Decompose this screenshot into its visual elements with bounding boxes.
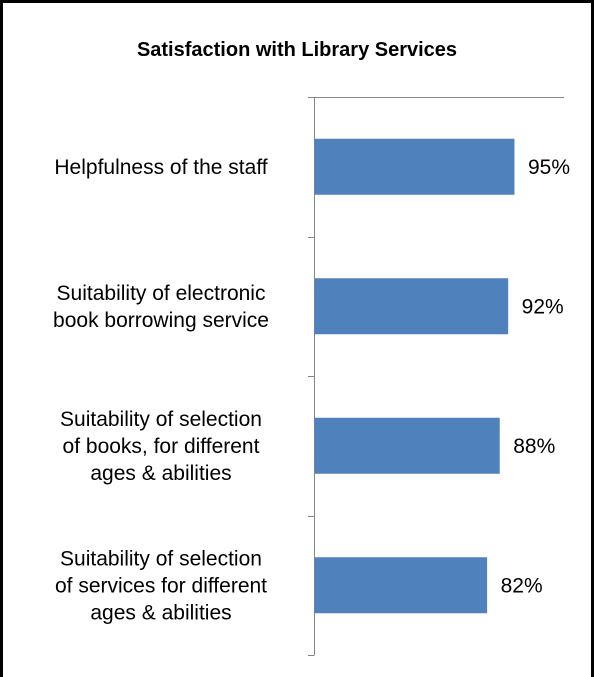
data-label: 95% <box>528 156 570 179</box>
category-label: Suitability of selection of books, for di… <box>60 408 262 485</box>
bar <box>314 138 515 195</box>
data-label: 92% <box>522 295 564 318</box>
category-label: Suitability of electronic book borrowing … <box>53 282 269 332</box>
bar <box>314 417 500 474</box>
data-label: 82% <box>501 574 543 597</box>
category-label: Suitability of selection of services for … <box>55 547 267 624</box>
bar <box>314 278 509 335</box>
category-label: Helpfulness of the staff <box>54 156 267 179</box>
bar <box>314 557 488 614</box>
chart-title: Satisfaction with Library Services <box>136 39 458 61</box>
data-label: 88% <box>513 435 555 458</box>
